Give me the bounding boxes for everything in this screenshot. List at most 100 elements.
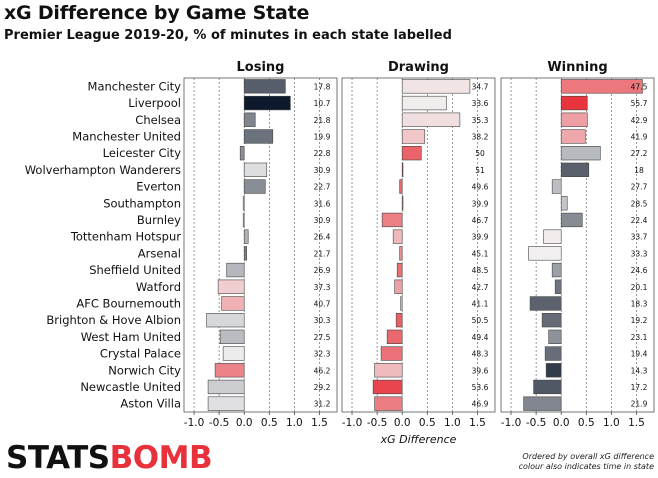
team-label-tottenham-hotspur: Tottenham Hotspur <box>70 230 181 244</box>
bar-losing-crystal-palace <box>222 346 245 361</box>
panel-frame-winning <box>500 77 655 413</box>
bar-winning-tottenham-hotspur <box>543 229 562 244</box>
tick-label-losing-1: -0.5 <box>209 417 230 429</box>
value-label-drawing-west-ham-united: 49.4 <box>472 333 489 342</box>
bar-losing-aston-villa <box>207 396 245 411</box>
bar-losing-burnley <box>242 212 245 228</box>
tick-label-winning-1: -0.5 <box>526 417 547 429</box>
bar-losing-liverpool <box>243 95 291 111</box>
bar-drawing-leicester-city <box>401 146 422 161</box>
value-label-losing-watford: 37.3 <box>314 283 331 292</box>
bar-drawing-wolverhampton-wanderers <box>401 162 404 177</box>
tick-label-losing-4: 1.0 <box>286 417 303 429</box>
value-label-losing-afc-bournemouth: 40.7 <box>314 299 331 308</box>
value-label-drawing-arsenal: 45.1 <box>472 249 489 258</box>
bar-losing-manchester-city <box>243 79 286 94</box>
bar-losing-arsenal <box>243 246 248 261</box>
tick-label-drawing-0: -1.0 <box>342 417 363 429</box>
team-label-leicester-city: Leicester City <box>103 146 182 160</box>
value-label-winning-watford: 20.1 <box>631 283 648 292</box>
tick-label-winning-2: 0.0 <box>553 417 570 429</box>
value-label-winning-manchester-city: 47.5 <box>631 82 648 91</box>
value-label-winning-tottenham-hotspur: 33.7 <box>631 233 648 242</box>
x-axis-label: xG Difference <box>380 433 457 446</box>
bar-losing-norwich-city <box>214 363 245 378</box>
bar-drawing-burnley <box>381 212 403 228</box>
bar-winning-sheffield-united <box>551 262 562 278</box>
tick-label-winning-0: -1.0 <box>501 417 522 429</box>
team-label-west-ham-united: West Ham United <box>81 330 181 344</box>
bar-drawing-watford <box>394 279 403 294</box>
value-label-winning-newcastle-united: 17.2 <box>631 383 648 392</box>
value-label-losing-chelsea: 21.8 <box>314 116 331 125</box>
value-label-drawing-brighton-and-hove-albion: 50.5 <box>472 316 489 325</box>
team-label-afc-bournemouth: AFC Bournemouth <box>76 296 181 310</box>
bar-drawing-west-ham-united <box>386 329 403 344</box>
value-label-winning-west-ham-united: 23.1 <box>631 333 648 342</box>
value-label-losing-arsenal: 21.7 <box>314 249 331 258</box>
value-label-losing-manchester-city: 17.8 <box>314 82 331 91</box>
value-label-winning-southampton: 28.5 <box>631 199 648 208</box>
value-label-drawing-everton: 49.6 <box>472 183 489 192</box>
value-label-drawing-norwich-city: 39.6 <box>472 366 489 375</box>
tick-label-drawing-4: 1.0 <box>444 417 461 429</box>
tick-label-drawing-2: 0.0 <box>394 417 411 429</box>
chart-title: xG Difference by Game State <box>4 2 310 24</box>
team-label-manchester-city: Manchester City <box>88 79 182 93</box>
team-label-wolverhampton-wanderers: Wolverhampton Wanderers <box>25 163 181 177</box>
team-label-arsenal: Arsenal <box>138 246 181 260</box>
value-label-drawing-southampton: 39.9 <box>472 199 489 208</box>
value-label-winning-sheffield-united: 24.6 <box>631 266 648 275</box>
bar-winning-arsenal <box>528 246 562 261</box>
bar-winning-liverpool <box>560 95 588 111</box>
bar-losing-manchester-united <box>243 129 274 144</box>
bar-drawing-liverpool <box>401 95 447 111</box>
bar-winning-leicester-city <box>560 146 601 161</box>
value-label-losing-sheffield-united: 26.9 <box>314 266 331 275</box>
bar-winning-newcastle-united <box>533 379 562 395</box>
team-label-brighton-and-hove-albion: Brighton & Hove Albion <box>46 313 181 327</box>
value-label-drawing-sheffield-united: 48.5 <box>472 266 489 275</box>
team-label-newcastle-united: Newcastle United <box>80 380 181 394</box>
team-label-aston-villa: Aston Villa <box>120 397 181 411</box>
value-label-losing-wolverhampton-wanderers: 30.9 <box>314 166 331 175</box>
tick-label-drawing-3: 0.5 <box>419 417 436 429</box>
bar-winning-norwich-city <box>545 363 562 378</box>
value-label-drawing-manchester-city: 34.7 <box>472 82 489 91</box>
team-label-watford: Watford <box>136 280 181 294</box>
value-label-winning-burnley: 22.4 <box>631 216 648 225</box>
value-label-drawing-aston-villa: 46.9 <box>472 400 489 409</box>
team-label-liverpool: Liverpool <box>128 96 181 110</box>
bar-drawing-manchester-united <box>401 129 426 144</box>
bar-drawing-everton <box>399 179 403 194</box>
bar-drawing-aston-villa <box>374 396 403 411</box>
team-label-everton: Everton <box>136 180 181 194</box>
tick-label-losing-2: 0.0 <box>236 417 253 429</box>
bar-winning-everton <box>551 179 562 194</box>
bar-winning-manchester-city <box>560 79 643 94</box>
tick-label-losing-3: 0.5 <box>261 417 278 429</box>
value-label-winning-arsenal: 33.3 <box>631 249 648 258</box>
bar-winning-manchester-united <box>560 129 586 144</box>
value-label-winning-manchester-united: 41.9 <box>631 132 648 141</box>
value-label-losing-west-ham-united: 27.5 <box>314 333 331 342</box>
tick-label-winning-5: 1.5 <box>628 417 645 429</box>
value-label-drawing-crystal-palace: 48.3 <box>472 350 489 359</box>
value-label-drawing-chelsea: 35.3 <box>472 116 489 125</box>
panel-title-losing: Losing <box>237 60 285 75</box>
panel-title-drawing: Drawing <box>388 60 449 75</box>
panel-frame-drawing <box>341 77 496 413</box>
value-label-winning-wolverhampton-wanderers: 18 <box>634 166 644 175</box>
tick-label-losing-0: -1.0 <box>184 417 205 429</box>
footnote-line-1: Ordered by overall xG difference <box>522 452 654 461</box>
tick-label-drawing-1: -0.5 <box>367 417 388 429</box>
footnote-line-2: colour also indicates time in state <box>518 462 654 471</box>
team-label-sheffield-united: Sheffield United <box>89 263 181 277</box>
value-label-winning-norwich-city: 14.3 <box>631 366 648 375</box>
team-label-chelsea: Chelsea <box>135 113 181 127</box>
bar-drawing-chelsea <box>401 112 461 127</box>
value-label-losing-liverpool: 10.7 <box>314 99 331 108</box>
value-label-winning-aston-villa: 21.9 <box>631 400 648 409</box>
bar-losing-watford <box>217 279 245 294</box>
